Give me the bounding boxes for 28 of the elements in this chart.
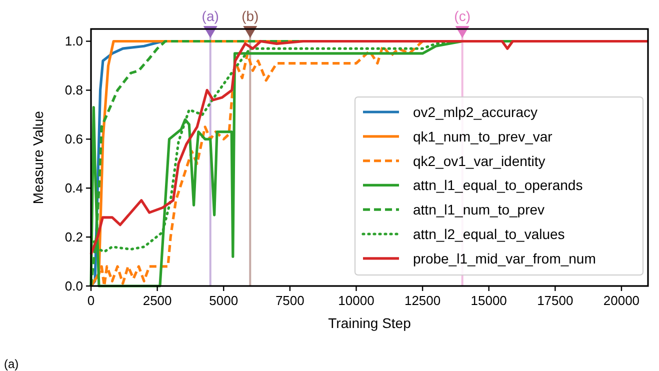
x-tick-label: 2500 (142, 293, 172, 308)
y-tick-label: 1.0 (64, 34, 83, 49)
y-tick-label: 0.2 (64, 230, 83, 245)
x-axis-title: Training Step (328, 315, 412, 331)
x-tick-label: 17500 (537, 293, 574, 308)
y-tick-label: 0.0 (64, 278, 83, 294)
ref-line-label: (a) (202, 8, 219, 24)
x-tick-label: 12500 (404, 293, 441, 308)
x-tick-label: 5000 (209, 293, 238, 308)
legend-label: qk1_num_to_prev_var (413, 128, 553, 144)
text: (a) (4, 357, 19, 371)
ref-line-label: (c) (454, 8, 470, 24)
legend-label: ov2_mlp2_accuracy (413, 104, 538, 120)
legend-label: qk2_ov1_var_identity (413, 152, 546, 169)
y-axis-title: Measure Value (30, 110, 46, 204)
y-tick-label: 0.8 (64, 82, 83, 98)
legend-label: attn_l1_equal_to_operands (413, 177, 583, 194)
y-tick-label: 0.6 (64, 132, 83, 147)
ref-line-label: (b) (242, 8, 259, 24)
y-tick-label: 0.4 (64, 180, 83, 196)
legend-label: attn_l1_num_to_prev (413, 202, 545, 218)
legend-label: probe_l1_mid_var_from_num (413, 250, 596, 266)
x-tick-label: 20000 (603, 293, 640, 308)
x-tick-label: 7500 (275, 293, 304, 308)
x-tick-label: 10000 (338, 293, 374, 308)
legend-label: attn_l2_equal_to_values (413, 226, 565, 242)
x-tick-label: 15000 (470, 293, 507, 308)
x-tick-label: 0 (87, 293, 95, 308)
